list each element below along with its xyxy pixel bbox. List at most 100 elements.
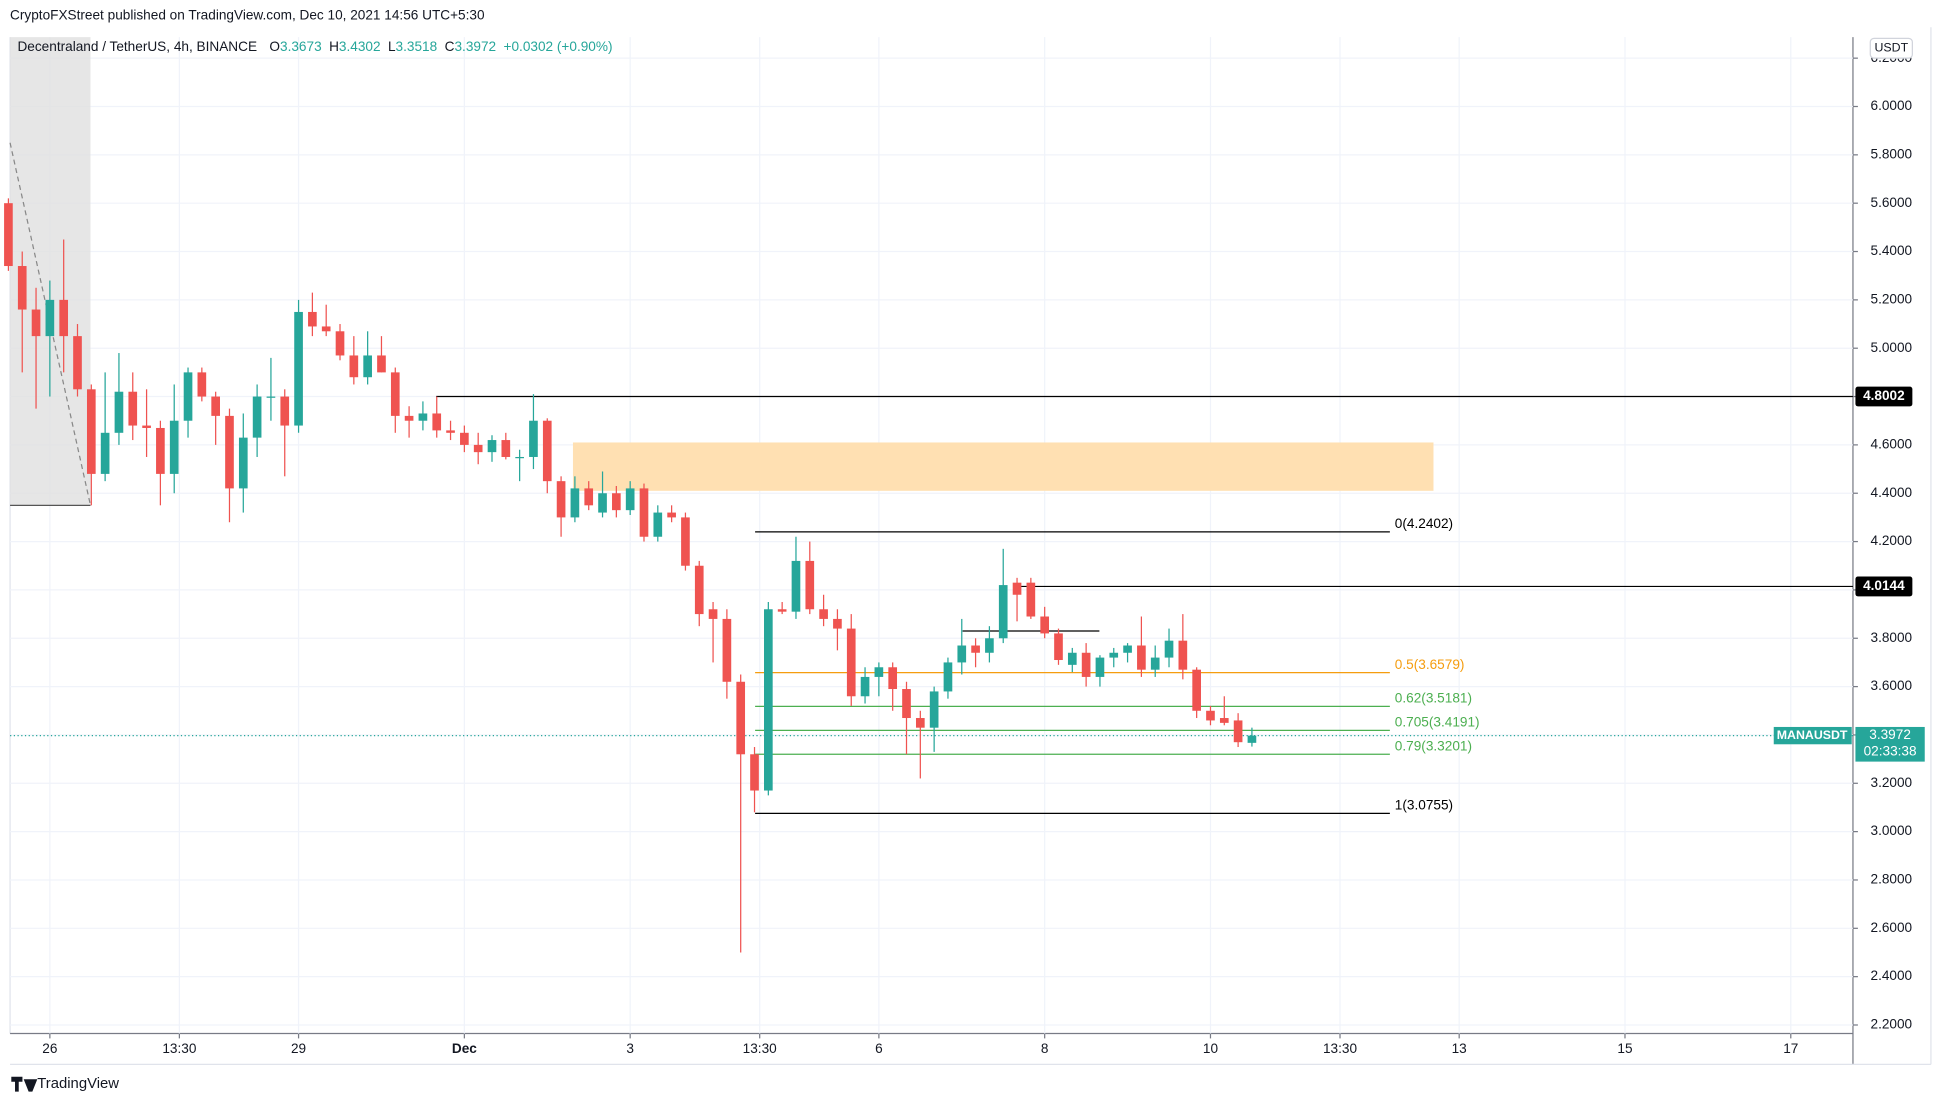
candle-body <box>1109 652 1119 658</box>
legend-item: +0.0302 (+0.90%) <box>504 39 613 54</box>
candles <box>4 198 1257 953</box>
unit-badge <box>1869 37 1913 59</box>
candle-body <box>1067 652 1077 665</box>
legend: Decentraland / TetherUS, 4h, BINANCE O3.3… <box>17 39 612 54</box>
price-label: 3.3972 <box>1869 727 1911 742</box>
candle-body <box>681 517 690 566</box>
y-tick-label: 4.2000 <box>1871 533 1913 548</box>
x-tick-label: Dec <box>452 1041 477 1056</box>
labels: 2.20002.40002.60002.80003.00003.20003.40… <box>42 37 1925 1056</box>
candle-body <box>764 609 773 791</box>
y-tick-label: 5.8000 <box>1871 146 1913 161</box>
fib-label: 0(4.2402) <box>1395 516 1453 531</box>
legend-item: 3.3673 <box>280 39 322 54</box>
candle-body <box>529 420 538 457</box>
candle-body <box>639 488 649 537</box>
candle-body <box>432 413 442 431</box>
y-tick-label: 2.2000 <box>1871 1017 1913 1032</box>
candle-body <box>100 432 110 474</box>
y-tick-label: 4.4000 <box>1871 485 1913 500</box>
candle-body <box>985 638 994 653</box>
candle-body <box>418 413 428 421</box>
fib-label: 0.62(3.5181) <box>1395 691 1472 706</box>
candle-body <box>777 609 787 612</box>
candle-body <box>750 754 759 791</box>
candle-body <box>1206 710 1215 721</box>
y-tick-label: 3.2000 <box>1871 775 1913 790</box>
candle-body <box>1012 582 1022 595</box>
candle-body <box>377 355 386 373</box>
candle-body <box>888 667 898 690</box>
candle-body <box>667 512 676 518</box>
brand: TradingView <box>37 1076 119 1092</box>
x-tick-label: 13:30 <box>743 1041 777 1056</box>
candle-body <box>846 628 856 697</box>
y-tick-label: 3.8000 <box>1871 630 1913 645</box>
candle-body <box>473 444 483 453</box>
level-label: 4.0144 <box>1863 578 1905 593</box>
candle-body <box>929 691 939 728</box>
candle-body <box>31 309 41 337</box>
level-label: 4.8002 <box>1863 388 1905 403</box>
candle-body <box>4 203 13 267</box>
candle-body <box>183 372 193 421</box>
x-tick-label: 8 <box>1041 1041 1049 1056</box>
candle-body <box>1178 640 1188 670</box>
candle-body <box>708 609 718 619</box>
y-tick-label: 5.6000 <box>1871 195 1913 210</box>
candle-body <box>17 266 27 310</box>
candle-body <box>1247 735 1257 743</box>
y-tick-label: 5.2000 <box>1871 291 1913 306</box>
candle-body <box>169 420 179 474</box>
unit-label: USDT <box>1874 41 1908 55</box>
candle-body <box>73 336 82 390</box>
y-tick-label: 5.0000 <box>1871 340 1913 355</box>
legend-item: 3.3972 <box>454 39 496 54</box>
candle-body <box>1150 657 1160 670</box>
candle-body <box>446 430 455 433</box>
candle-body <box>404 415 414 421</box>
candle-body <box>1054 633 1063 661</box>
candle-body <box>280 396 290 426</box>
candle-body <box>1123 645 1132 653</box>
candle-body <box>1233 720 1243 743</box>
candle-body <box>252 396 262 438</box>
candle-body <box>349 355 359 378</box>
symbol-badge <box>1773 726 1852 745</box>
candle-body <box>1164 640 1174 658</box>
legend-item: 3.4302 <box>339 39 381 54</box>
candle-body <box>542 420 552 482</box>
candle-body <box>197 372 207 397</box>
candle-body <box>1040 616 1050 634</box>
legend-item: O <box>269 39 280 54</box>
candle-body <box>805 560 815 610</box>
candle-body <box>722 618 732 682</box>
brand-logo <box>11 1076 38 1092</box>
x-tick-label: 13:30 <box>1323 1041 1357 1056</box>
level-badge <box>1855 386 1913 407</box>
y-tick-label: 3.0000 <box>1871 823 1913 838</box>
candle-body <box>501 440 511 457</box>
x-tick-label: 29 <box>291 1041 306 1056</box>
legend-item: L <box>388 39 396 54</box>
x-tick-label: 13 <box>1452 1041 1467 1056</box>
candle-body <box>238 437 248 489</box>
x-tick-label: 13:30 <box>162 1041 196 1056</box>
candle-body <box>211 396 220 416</box>
candle-body <box>390 372 400 416</box>
candle-body <box>1137 645 1146 670</box>
candle-body <box>142 425 151 428</box>
grid <box>10 37 1858 1039</box>
drawings <box>9 37 1853 814</box>
y-tick-label: 4.6000 <box>1871 436 1913 451</box>
legend-item: H <box>329 39 339 54</box>
publisher: CryptoFXStreet published on TradingView.… <box>10 8 485 23</box>
candle-body <box>294 311 303 426</box>
candle-body <box>915 718 925 728</box>
x-tick-label: 10 <box>1203 1041 1219 1056</box>
y-tick-label: 2.8000 <box>1871 872 1913 887</box>
y-tick-label: 3.6000 <box>1871 678 1913 693</box>
